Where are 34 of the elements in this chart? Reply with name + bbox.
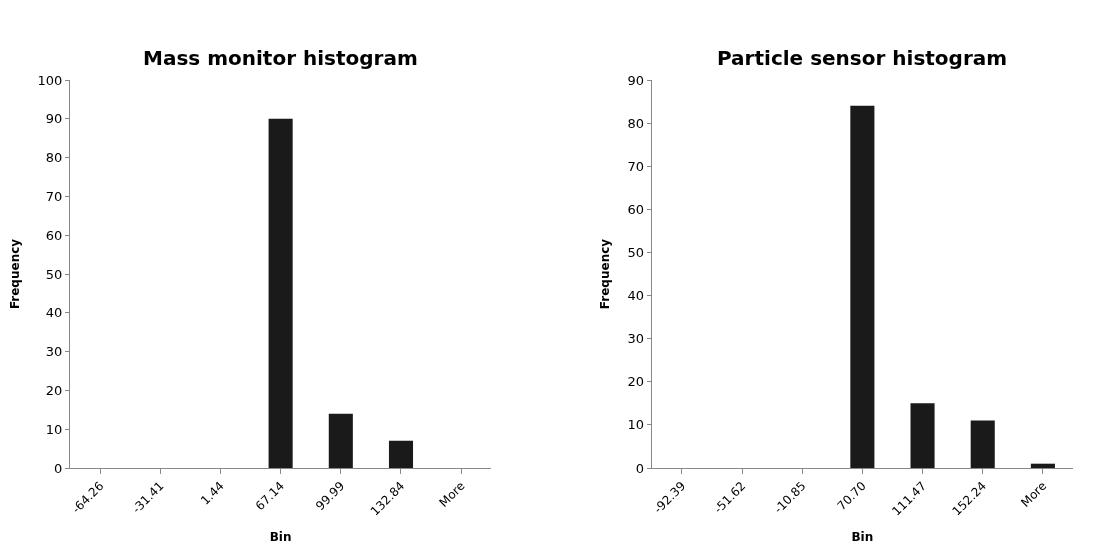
x-axis-title: Bin (269, 530, 292, 545)
y-axis-title: Frequency (597, 238, 612, 310)
bar (850, 105, 875, 468)
y-tick-label: 80 (627, 115, 645, 131)
y-tick-label: 50 (627, 244, 645, 260)
bar (910, 403, 935, 468)
y-tick-label: 20 (45, 382, 63, 398)
y-tick-label: 80 (45, 150, 63, 166)
y-tick-label: 0 (54, 460, 63, 476)
chart-title: Particle sensor histogram (717, 46, 1008, 70)
y-tick-label: 30 (627, 331, 645, 347)
y-tick-label: 0 (635, 460, 645, 476)
bar (388, 440, 414, 468)
y-tick-label: 10 (45, 421, 63, 437)
y-tick-label: 10 (627, 417, 645, 433)
y-tick-label: 20 (627, 374, 645, 390)
y-tick-label: 70 (45, 188, 63, 204)
y-tick-label: 100 (37, 72, 63, 88)
y-tick-label: 70 (627, 158, 645, 174)
bar (328, 413, 353, 468)
bar (1030, 463, 1055, 468)
y-tick-label: 50 (45, 266, 63, 282)
y-tick-label: 60 (627, 201, 645, 217)
y-axis-title: Frequency (7, 238, 22, 310)
y-tick-label: 60 (45, 227, 63, 243)
y-tick-label: 90 (45, 111, 63, 127)
bar (268, 118, 293, 468)
x-axis-title: Bin (851, 530, 874, 545)
chart-title: Mass monitor histogram (143, 46, 418, 70)
y-tick-label: 30 (45, 344, 63, 360)
bar (970, 420, 995, 468)
y-tick-label: 90 (627, 72, 645, 88)
y-tick-label: 40 (45, 305, 63, 321)
y-tick-label: 40 (627, 288, 645, 304)
